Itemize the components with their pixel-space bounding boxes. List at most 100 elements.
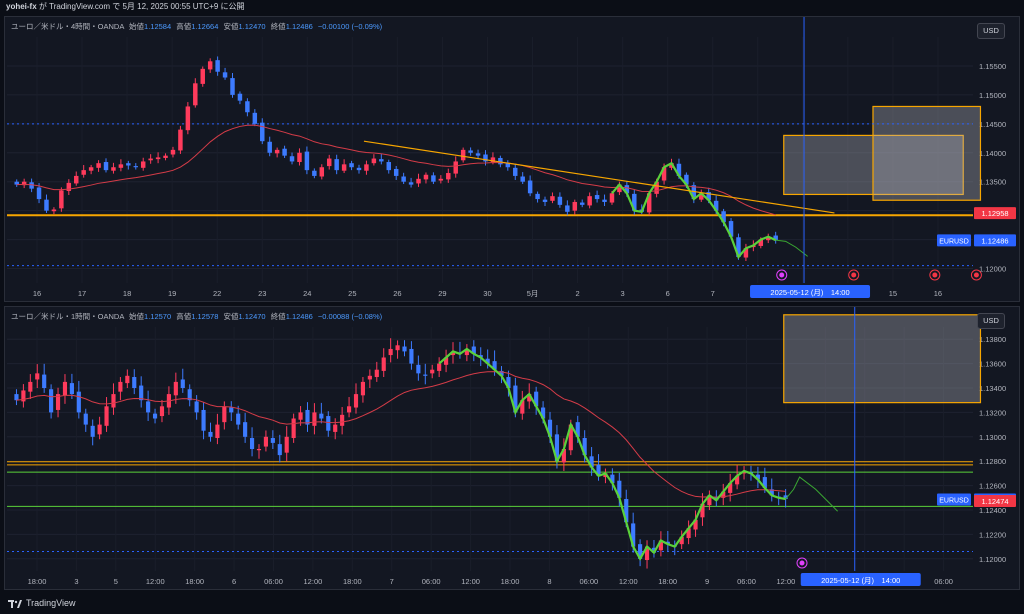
candle-body <box>713 200 719 211</box>
candle-body <box>520 400 525 414</box>
low-value: 1.12470 <box>238 22 266 31</box>
candle-body <box>542 199 548 202</box>
x-tick-label: 18:00 <box>185 577 204 586</box>
candle-body <box>783 495 788 500</box>
x-tick-label: 12:00 <box>146 577 165 586</box>
symbol-badge <box>937 493 971 506</box>
symbol-title[interactable]: ユーロ／米ドル・4時間・OANDA <box>11 22 124 31</box>
x-tick-label: 30 <box>483 289 491 298</box>
candle-body <box>59 190 64 209</box>
tradingview-logo[interactable]: TradingView <box>8 598 76 608</box>
chart-panel-4h[interactable]: 1.155001.150001.145001.140001.135001.130… <box>4 16 1020 302</box>
projection-line <box>785 476 838 512</box>
candle-body <box>646 193 652 213</box>
candle-body <box>132 377 137 388</box>
candle-body <box>490 157 496 163</box>
currency-button[interactable]: USD <box>977 23 1005 39</box>
x-tick-label: 17 <box>78 289 86 298</box>
close-label: 終値 <box>270 312 286 321</box>
candle-body <box>207 61 213 70</box>
candle-body <box>498 157 503 165</box>
candle-body <box>728 483 733 493</box>
candle-body <box>260 122 265 142</box>
currency-button[interactable]: USD <box>977 313 1005 329</box>
candle-body <box>431 175 436 182</box>
candle-body <box>669 163 674 168</box>
candle-body <box>76 391 81 413</box>
candle-body <box>379 159 384 162</box>
candle-body <box>312 170 317 176</box>
candle-body <box>243 422 248 437</box>
candle-body <box>21 390 26 402</box>
candle-body <box>386 162 391 171</box>
symbol-title[interactable]: ユーロ／米ドル・1時間・OANDA <box>11 312 124 321</box>
candle-body <box>346 406 352 413</box>
candle-body <box>312 412 317 426</box>
x-tick-label: 26 <box>393 289 401 298</box>
x-tick-label: 7 <box>390 577 394 586</box>
candle-body <box>527 394 532 402</box>
candle-body <box>735 475 740 485</box>
candle-body <box>527 180 533 194</box>
x-tick-label: 16 <box>934 289 942 298</box>
candle-body <box>62 381 68 396</box>
candle-body <box>582 438 587 456</box>
candle-body <box>270 438 275 443</box>
candle-body <box>152 413 158 419</box>
candle-body <box>230 78 235 95</box>
change-value: −0.00100 (−0.09%) <box>317 22 383 31</box>
candle-body <box>430 369 435 374</box>
symbol-badge-label: EURUSD <box>939 238 969 245</box>
chart-canvas-1h[interactable]: 1.13800 1.13600 1.13400 1.13200 1.13000 1.128… <box>5 307 1019 589</box>
candle-body <box>450 351 456 356</box>
candle-body <box>96 163 101 168</box>
candle-body <box>409 348 414 364</box>
footer: TradingView <box>0 594 1024 614</box>
x-tick-label: 5 <box>114 577 118 586</box>
open-value: 1.12584 <box>144 22 172 31</box>
candle-body <box>340 414 345 426</box>
candle-body <box>201 409 206 431</box>
candle-body <box>291 418 296 439</box>
candle-body <box>66 182 72 191</box>
candle-body <box>565 205 570 212</box>
price-label-text: 1.12486 <box>981 236 1008 245</box>
candle-body <box>229 407 234 413</box>
y-tick-label: 1.13500 <box>979 178 1006 187</box>
candle-body <box>513 385 518 413</box>
y-tick-label: 1.12000 <box>979 555 1006 564</box>
candle-body <box>319 167 325 177</box>
candle-body <box>327 158 332 167</box>
candle-body <box>617 480 622 498</box>
candle-body <box>721 491 726 498</box>
candle-body <box>651 547 657 553</box>
high-label: 高値 <box>176 22 192 31</box>
candle-body <box>44 199 49 211</box>
candle-body <box>208 431 213 437</box>
candle-body <box>334 159 339 171</box>
candle-body <box>305 409 310 425</box>
price-label-text: 1.12958 <box>981 209 1008 218</box>
candle-body <box>173 381 178 396</box>
candle-body <box>602 199 607 202</box>
candle-body <box>534 391 539 407</box>
candle-body <box>90 425 95 437</box>
price-label-badge <box>974 207 1016 220</box>
candle-body <box>126 163 131 166</box>
candle-body <box>554 434 560 462</box>
candle-body <box>381 357 386 371</box>
news-flag-icon-dot <box>932 272 938 278</box>
chart-panel-1h[interactable]: 1.13800 1.13600 1.13400 1.13200 1.13000 1.128… <box>4 306 1020 590</box>
candle-body <box>140 161 146 168</box>
candle-body <box>215 60 220 72</box>
x-tick-label: 22 <box>213 289 221 298</box>
candle-body <box>187 389 192 401</box>
candle-body <box>200 68 205 84</box>
chart-canvas-4h[interactable]: 1.155001.150001.145001.140001.135001.130… <box>5 17 1019 301</box>
x-tick-label: 5月 <box>527 289 539 298</box>
publish-info: が TradingView.com で 5月 12, 2025 00:55 UT… <box>36 2 245 11</box>
candle-body <box>691 185 697 200</box>
candle-body <box>579 202 585 205</box>
close-value: 1.12486 <box>285 22 313 31</box>
author-name[interactable]: yohei-fx <box>6 2 37 11</box>
